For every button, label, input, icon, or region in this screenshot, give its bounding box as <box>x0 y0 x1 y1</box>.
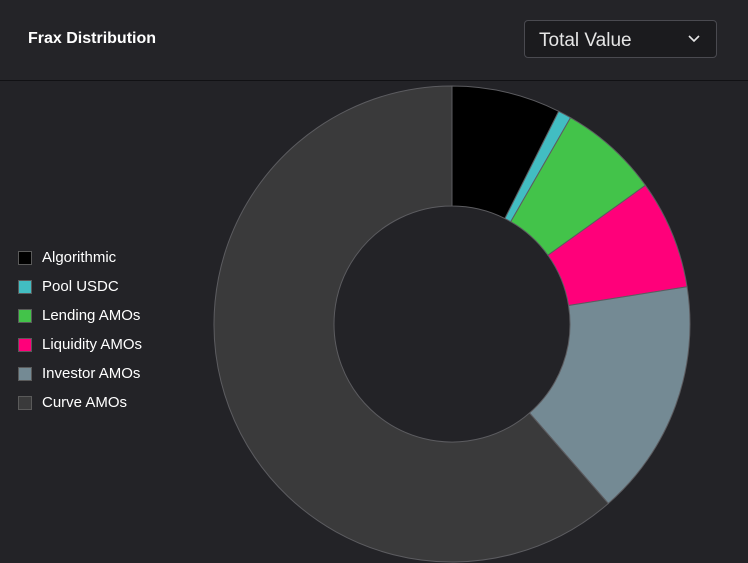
legend-label: Investor AMOs <box>42 365 141 382</box>
donut-slice-investor-amos[interactable] <box>528 286 691 505</box>
donut-chart <box>213 85 691 563</box>
legend-swatch <box>18 366 32 381</box>
legend-item-algorithmic[interactable]: Algorithmic <box>18 243 142 272</box>
value-type-dropdown[interactable]: Total Value <box>524 20 717 58</box>
legend-label: Curve AMOs <box>42 394 128 411</box>
donut-slice-curve-amos[interactable] <box>213 85 609 563</box>
chevron-down-icon <box>688 35 700 43</box>
legend-label: Pool USDC <box>42 278 119 295</box>
dropdown-selected-value: Total Value <box>539 30 632 51</box>
legend-item-curve-amos[interactable]: Curve AMOs <box>18 388 142 417</box>
legend-swatch <box>18 250 32 265</box>
chart-header: Frax Distribution Total Value <box>0 0 748 81</box>
legend-swatch <box>18 279 32 294</box>
legend-item-investor-amos[interactable]: Investor AMOs <box>18 359 142 388</box>
chart-legend: Algorithmic Pool USDC Lending AMOs Liqui… <box>18 243 142 417</box>
legend-label: Lending AMOs <box>42 307 141 324</box>
legend-swatch <box>18 395 32 410</box>
legend-swatch <box>18 308 32 323</box>
legend-item-lending-amos[interactable]: Lending AMOs <box>18 301 142 330</box>
legend-label: Liquidity AMOs <box>42 336 143 353</box>
legend-item-liquidity-amos[interactable]: Liquidity AMOs <box>18 330 142 359</box>
legend-swatch <box>18 337 32 352</box>
legend-item-pool-usdc[interactable]: Pool USDC <box>18 272 142 301</box>
legend-label: Algorithmic <box>42 249 117 266</box>
page-title: Frax Distribution <box>28 30 157 47</box>
